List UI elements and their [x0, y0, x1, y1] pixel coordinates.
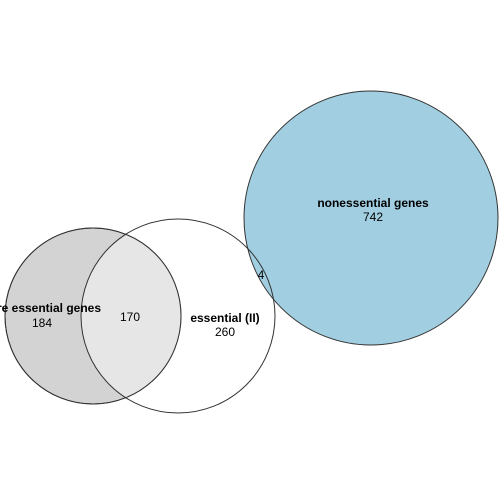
core-essential-outline — [4, 227, 182, 405]
essential2-label: essential (II) — [190, 311, 259, 325]
nonessential-label: nonessential genes — [317, 196, 429, 210]
nonessential-count: 742 — [363, 210, 383, 224]
core-essential2-overlap-count: 170 — [120, 310, 140, 324]
nonessential-circle — [243, 90, 499, 346]
essential2-outline — [80, 218, 276, 414]
core-essential-label: core essential genes — [0, 301, 101, 315]
core-essential2-overlap — [81, 228, 181, 404]
essential2-count: 260 — [215, 325, 235, 339]
essential2-nonessential-overlap-count: 4 — [258, 268, 265, 282]
core-essential-count: 184 — [32, 316, 52, 330]
